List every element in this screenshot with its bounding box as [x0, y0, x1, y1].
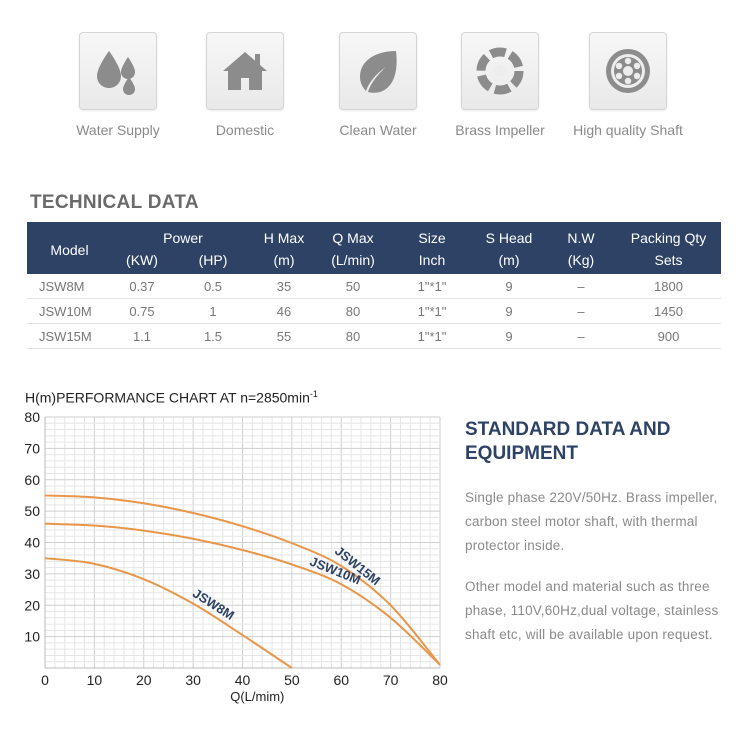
- cell-model: JSW8M: [27, 274, 112, 299]
- performance-chart: 0 10 20 30 40 50 60 70 80 10 20 30 40 50 60 70 80 Q(L/mim…: [24, 409, 448, 704]
- y-tick-label: 70: [24, 440, 40, 456]
- cell-hp: 0.5: [172, 274, 254, 299]
- col-shead-unit: (m): [472, 250, 546, 274]
- house-icon: [206, 32, 284, 110]
- cell-nw: –: [546, 274, 616, 299]
- cell-hmax: 46: [254, 298, 314, 324]
- cell-packing: 900: [616, 323, 721, 349]
- feature-water-supply: Water Supply: [48, 32, 188, 138]
- table-header-units-row: (KW) (HP) (m) (L/min) Inch (m) (Kg) Sets: [27, 250, 721, 274]
- col-hp: (HP): [172, 250, 254, 274]
- x-tick-label: 10: [87, 672, 103, 688]
- x-tick-label: 60: [333, 672, 349, 688]
- col-kw: (KW): [112, 250, 172, 274]
- y-tick-label: 50: [24, 503, 40, 519]
- x-tick-label: 80: [432, 672, 448, 688]
- standard-data-paragraph-2: Other model and material such as three p…: [465, 579, 719, 642]
- table-row: JSW15M 1.1 1.5 55 80 1"*1" 9 – 900: [27, 323, 721, 349]
- cell-packing: 1450: [616, 298, 721, 324]
- feature-high-quality-shaft: High quality Shaft: [558, 32, 698, 138]
- series-line-jsw10m: [44, 522, 441, 666]
- series-line-jsw8m: [44, 557, 293, 669]
- y-tick-label: 20: [24, 597, 40, 613]
- standard-data-title: STANDARD DATA AND EQUIPMENT: [465, 419, 671, 464]
- technical-data-title: TECHNICAL DATA: [30, 192, 199, 213]
- x-tick-label: 40: [235, 672, 251, 688]
- chart-title-text: H(m)PERFORMANCE CHART AT n=2850min: [25, 389, 310, 406]
- cell-kw: 0.75: [112, 298, 172, 324]
- col-packing: Packing Qty: [616, 222, 721, 250]
- x-tick-label: 0: [41, 672, 49, 688]
- col-qmax-unit: (L/min): [314, 250, 392, 274]
- feature-clean-water: Clean Water: [308, 32, 448, 138]
- feature-label: Clean Water: [339, 122, 417, 138]
- col-nw-unit: (Kg): [546, 250, 616, 274]
- cell-model: JSW10M: [27, 298, 112, 324]
- cell-kw: 1.1: [112, 323, 172, 349]
- cell-kw: 0.37: [112, 274, 172, 299]
- col-qmax: Q Max: [314, 222, 392, 250]
- col-size: Size: [392, 222, 472, 250]
- cell-qmax: 80: [314, 298, 392, 324]
- cell-model: JSW15M: [27, 323, 112, 349]
- cell-nw: –: [546, 298, 616, 324]
- standard-data-paragraph-1: Single phase 220V/50Hz. Brass impeller, …: [465, 490, 718, 553]
- leaf-icon: [339, 32, 417, 110]
- chart-title: H(m)PERFORMANCE CHART AT n=2850min-1: [25, 389, 318, 406]
- col-hmax: H Max: [254, 222, 314, 250]
- y-tick-label: 60: [24, 472, 40, 488]
- cell-size: 1"*1": [392, 274, 472, 299]
- x-axis-label: Q(L/mim): [230, 689, 284, 704]
- chart-title-superscript: -1: [309, 389, 318, 399]
- col-nw: N.W: [546, 222, 616, 250]
- table-row: JSW8M 0.37 0.5 35 50 1"*1" 9 – 1800: [27, 274, 721, 299]
- cell-qmax: 80: [314, 323, 392, 349]
- technical-data-table: Model Power H Max Q Max Size S Head N.W …: [27, 222, 721, 349]
- cell-hmax: 35: [254, 274, 314, 299]
- feature-label: Water Supply: [76, 122, 160, 138]
- x-tick-label: 20: [136, 672, 152, 688]
- water-drops-icon: [79, 32, 157, 110]
- col-hmax-unit: (m): [254, 250, 314, 274]
- cell-hp: 1.5: [172, 323, 254, 349]
- cell-shead: 9: [472, 323, 546, 349]
- cell-hmax: 55: [254, 323, 314, 349]
- y-tick-label: 10: [24, 629, 40, 645]
- cell-hp: 1: [172, 298, 254, 324]
- feature-domestic: Domestic: [175, 32, 315, 138]
- cell-qmax: 50: [314, 274, 392, 299]
- y-tick-label: 30: [24, 566, 40, 582]
- y-tick-label: 80: [24, 409, 40, 425]
- x-tick-label: 70: [383, 672, 399, 688]
- x-tick-label: 30: [185, 672, 201, 688]
- col-power: Power: [112, 222, 254, 250]
- cell-size: 1"*1": [392, 323, 472, 349]
- col-packing-unit: Sets: [616, 250, 721, 274]
- table-row: JSW10M 0.75 1 46 80 1"*1" 9 – 1450: [27, 298, 721, 324]
- cell-nw: –: [546, 323, 616, 349]
- impeller-icon: [461, 32, 539, 110]
- y-tick-label: 40: [24, 535, 40, 551]
- feature-label: Brass Impeller: [455, 122, 545, 138]
- feature-icons: Water Supply Domestic Clean Water Brass …: [0, 32, 750, 142]
- col-model: Model: [27, 222, 112, 274]
- col-size-unit: Inch: [392, 250, 472, 274]
- cell-shead: 9: [472, 298, 546, 324]
- cell-shead: 9: [472, 274, 546, 299]
- x-tick-label: 50: [284, 672, 300, 688]
- feature-brass-impeller: Brass Impeller: [430, 32, 570, 138]
- feature-label: Domestic: [215, 122, 275, 138]
- col-shead: S Head: [472, 222, 546, 250]
- cell-size: 1"*1": [392, 298, 472, 324]
- series-line-jsw15m: [44, 494, 441, 666]
- cell-packing: 1800: [616, 274, 721, 299]
- feature-label: High quality Shaft: [573, 122, 683, 138]
- bearing-icon: [589, 32, 667, 110]
- table-header-row: Model Power H Max Q Max Size S Head N.W …: [27, 222, 721, 274]
